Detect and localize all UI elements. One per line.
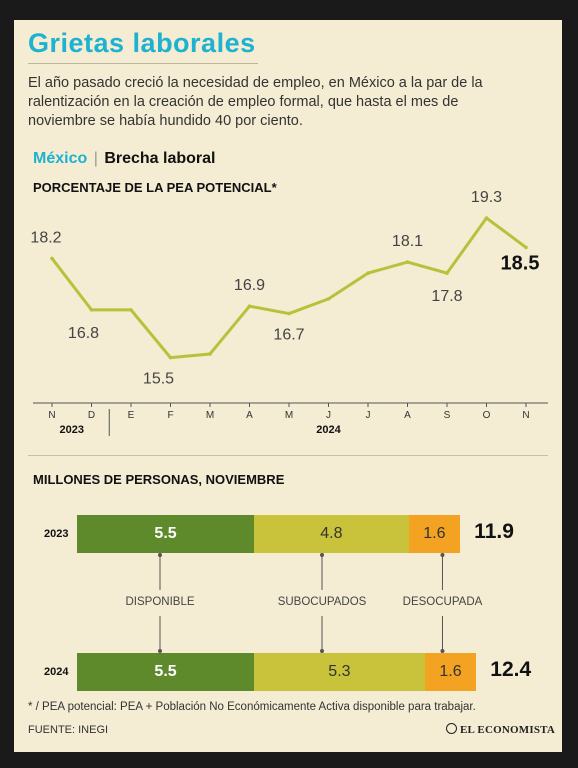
connector-down-dot bbox=[158, 649, 162, 653]
bar-row: 5.5 5.3 1.6 bbox=[77, 653, 477, 691]
segment-disponible: 5.5 bbox=[77, 515, 255, 553]
bar-row: 5.5 4.8 1.6 bbox=[77, 515, 461, 553]
data-point bbox=[405, 260, 410, 264]
data-point bbox=[168, 355, 173, 360]
x-tick-label: F bbox=[167, 410, 173, 421]
point-label: 18.2 bbox=[30, 229, 61, 246]
point-label: 19.3 bbox=[471, 189, 502, 206]
bar-total-label: 11.9 bbox=[474, 520, 514, 543]
data-point bbox=[129, 308, 133, 312]
data-point bbox=[89, 308, 94, 312]
bar-total-label: 12.4 bbox=[490, 658, 532, 681]
data-point bbox=[50, 256, 54, 261]
segment-desocupada: 1.6 bbox=[424, 653, 477, 691]
bar-year-label: 2024 bbox=[44, 666, 69, 678]
infographic-panel bbox=[14, 20, 562, 752]
x-tick-label: J bbox=[326, 410, 331, 421]
data-point bbox=[524, 245, 528, 250]
data-point bbox=[287, 311, 291, 316]
point-label: 18.1 bbox=[392, 233, 423, 250]
source-note: FUENTE: INEGI bbox=[28, 724, 109, 736]
point-label: 16.8 bbox=[68, 325, 99, 342]
data-point bbox=[445, 271, 449, 275]
circle-logo-icon bbox=[446, 723, 457, 734]
segment-disponible: 5.5 bbox=[77, 653, 255, 691]
segment-desocupada: 1.6 bbox=[408, 515, 461, 553]
brand-logo: EL ECONOMISTA bbox=[446, 723, 555, 736]
title-divider bbox=[28, 63, 258, 64]
x-tick-label: D bbox=[88, 410, 95, 421]
data-point bbox=[326, 297, 331, 301]
bar-chart-title: MILLONES DE PERSONAS, NOVIEMBRE bbox=[33, 472, 285, 487]
x-tick-label: M bbox=[206, 410, 214, 421]
year-label: 2023 bbox=[60, 424, 84, 436]
data-point bbox=[247, 304, 252, 308]
x-tick-label: J bbox=[366, 410, 371, 421]
connector-up-dot bbox=[440, 553, 445, 557]
connector-up-dot bbox=[158, 553, 162, 557]
segment-subocupados: 5.3 bbox=[254, 653, 425, 691]
bar-year-label: 2023 bbox=[44, 528, 69, 540]
data-point bbox=[208, 352, 212, 356]
section-divider bbox=[28, 455, 548, 456]
year-label: 2024 bbox=[316, 424, 341, 436]
x-tick-label: A bbox=[246, 410, 253, 421]
point-label: 16.7 bbox=[273, 327, 304, 344]
segment-subocupados: 4.8 bbox=[254, 515, 409, 553]
page-title: Grietas laborales bbox=[28, 28, 256, 58]
category-label: DISPONIBLE bbox=[123, 596, 197, 608]
section-heading: México | Brecha laboral bbox=[33, 150, 215, 168]
x-tick-label: N bbox=[48, 410, 55, 421]
category-label: DESOCUPADA bbox=[400, 596, 485, 608]
section-country: México bbox=[33, 150, 88, 167]
x-tick-label: E bbox=[128, 410, 135, 421]
category-label: SUBOCUPADOS bbox=[275, 596, 369, 608]
connector-down-dot bbox=[440, 649, 445, 653]
x-tick-label: S bbox=[444, 410, 451, 421]
x-tick-label: O bbox=[483, 410, 491, 421]
section-separator: | bbox=[93, 150, 98, 167]
data-point bbox=[366, 271, 370, 275]
brand-name: EL ECONOMISTA bbox=[460, 724, 555, 736]
x-tick-label: A bbox=[404, 410, 411, 421]
connector-up-dot bbox=[320, 553, 324, 557]
footnote: * / PEA potencial: PEA + Población No Ec… bbox=[28, 701, 476, 713]
intro-text: El año pasado creció la necesidad de emp… bbox=[28, 75, 483, 129]
point-label: 18.5 bbox=[501, 252, 540, 274]
line-chart-title: PORCENTAJE DE LA PEA POTENCIAL* bbox=[33, 180, 277, 195]
data-point bbox=[484, 216, 489, 220]
point-label: 16.9 bbox=[234, 277, 265, 294]
section-name: Brecha laboral bbox=[104, 150, 216, 167]
x-tick-label: N bbox=[522, 410, 529, 421]
connector-down-dot bbox=[320, 649, 324, 653]
x-tick-label: M bbox=[285, 410, 293, 421]
line-chart: 18.2 16.8 15.5 16.9 16.7 18.1 17.8 19.3 18.5 N D E F… bbox=[30, 189, 548, 436]
point-label: 15.5 bbox=[143, 371, 174, 388]
point-label: 17.8 bbox=[431, 288, 462, 305]
